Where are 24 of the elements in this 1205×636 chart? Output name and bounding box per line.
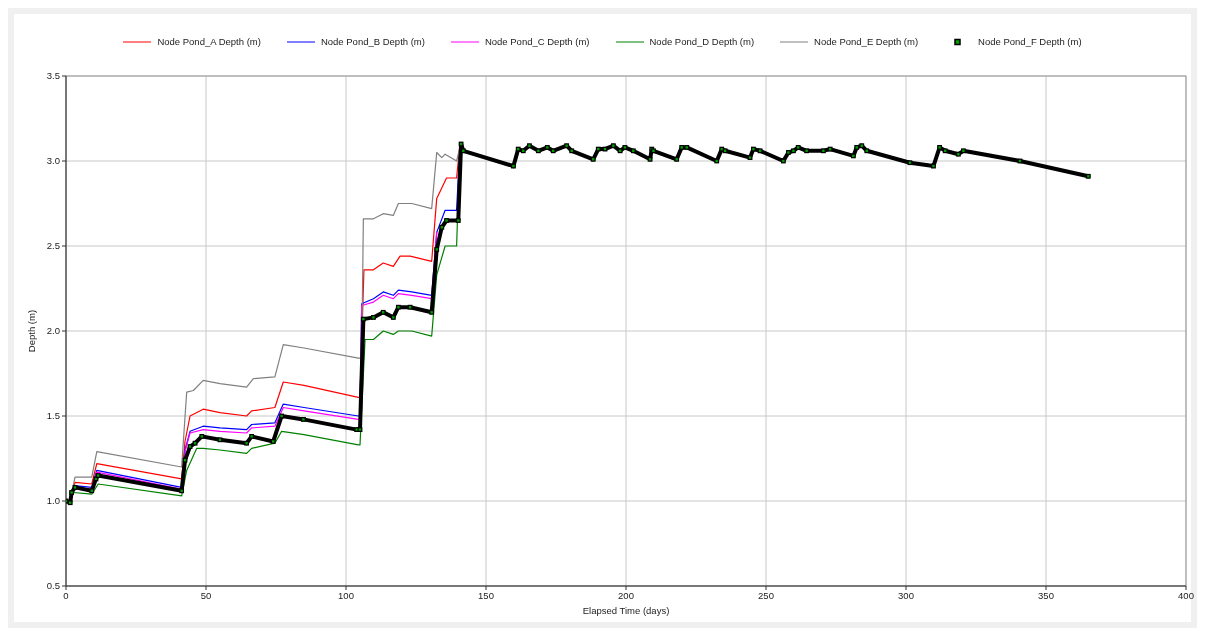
x-tick-label: 400 [1178,589,1194,601]
x-tick-label: 50 [200,589,212,601]
legend-label: Node Pond_A Depth (m) [157,36,261,47]
legend-label: Node Pond_D Depth (m) [649,36,755,47]
legend-label: Node Pond_C Depth (m) [484,36,590,47]
legend-label: Node Pond_F Depth (m) [978,36,1082,47]
x-axis-title: Elapsed Time (days) [582,605,670,616]
legend-label: Node Pond_E Depth (m) [814,36,919,47]
y-tick-label: 3.5 [46,70,60,82]
legend-label: Node Pond_B Depth (m) [320,36,425,47]
y-tick-label: 3.0 [46,155,60,167]
x-tick-label: 0 [63,589,69,601]
y-tick-label: 1.0 [46,495,60,507]
y-tick-label: 0.5 [46,580,60,592]
y-tick-label: 2.5 [46,240,60,252]
x-tick-label: 150 [478,589,494,601]
y-tick-label: 2.0 [46,325,60,337]
x-tick-label: 100 [338,589,354,601]
x-tick-label: 300 [898,589,914,601]
x-tick-label: 350 [1038,589,1054,601]
x-tick-label: 250 [758,589,774,601]
y-tick-label: 1.5 [46,410,60,422]
y-axis-title: Depth (m) [26,309,38,353]
x-tick-label: 200 [618,589,634,601]
